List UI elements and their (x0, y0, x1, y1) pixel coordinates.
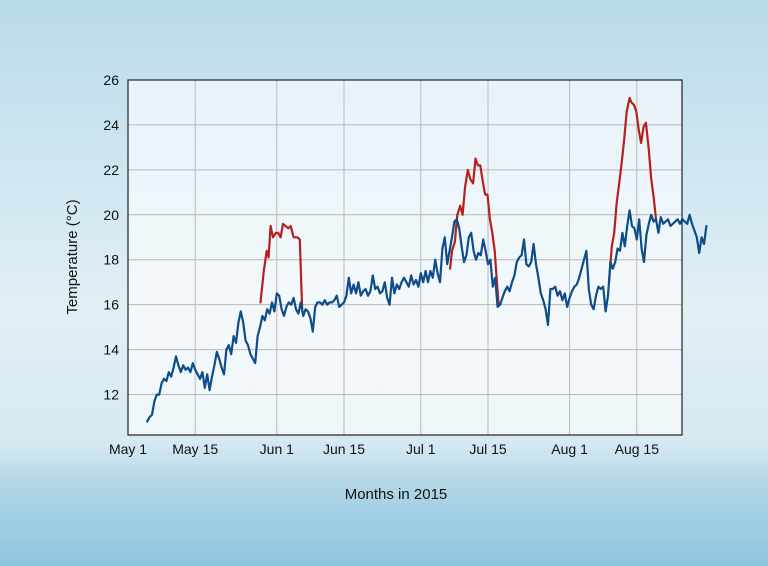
data-series (146, 96, 708, 423)
warm-anomaly-series-line (449, 157, 500, 306)
y-tick-label: 12 (103, 387, 119, 403)
plot-frame (127, 79, 683, 436)
y-axis-title: Temperature (°C) (64, 199, 81, 314)
x-tick-label: Jul 15 (469, 441, 507, 457)
grid-lines (128, 80, 682, 435)
y-tick-label: 18 (103, 252, 119, 268)
x-tick-label: May 1 (109, 441, 147, 457)
y-tick-label: 24 (103, 117, 119, 133)
temperature-series-line (146, 209, 708, 423)
x-axis-title: Months in 2015 (345, 486, 448, 503)
x-tick-label: Jul 1 (406, 441, 436, 457)
plot-area (128, 80, 682, 435)
y-tick-label: 14 (103, 342, 119, 358)
y-axis-tick-labels: 12 14 16 18 20 22 24 26 (103, 72, 119, 403)
warm-anomaly-series-line (259, 222, 304, 311)
y-tick-label: 26 (103, 72, 119, 88)
y-tick-label: 20 (103, 207, 119, 223)
x-tick-label: Aug 15 (615, 441, 660, 457)
warm-anomaly-series-line (607, 96, 658, 284)
y-tick-label: 22 (103, 162, 119, 178)
x-tick-label: May 15 (172, 441, 218, 457)
x-tick-label: Jun 15 (323, 441, 365, 457)
sea-horizon-background (0, 465, 768, 505)
y-tick-label: 16 (103, 297, 119, 313)
x-tick-label: Aug 1 (551, 441, 588, 457)
x-tick-label: Jun 1 (260, 441, 294, 457)
x-axis-tick-labels: May 1 May 15 Jun 1 Jun 15 Jul 1 Jul 15 Aug 1 Au… (109, 441, 659, 457)
